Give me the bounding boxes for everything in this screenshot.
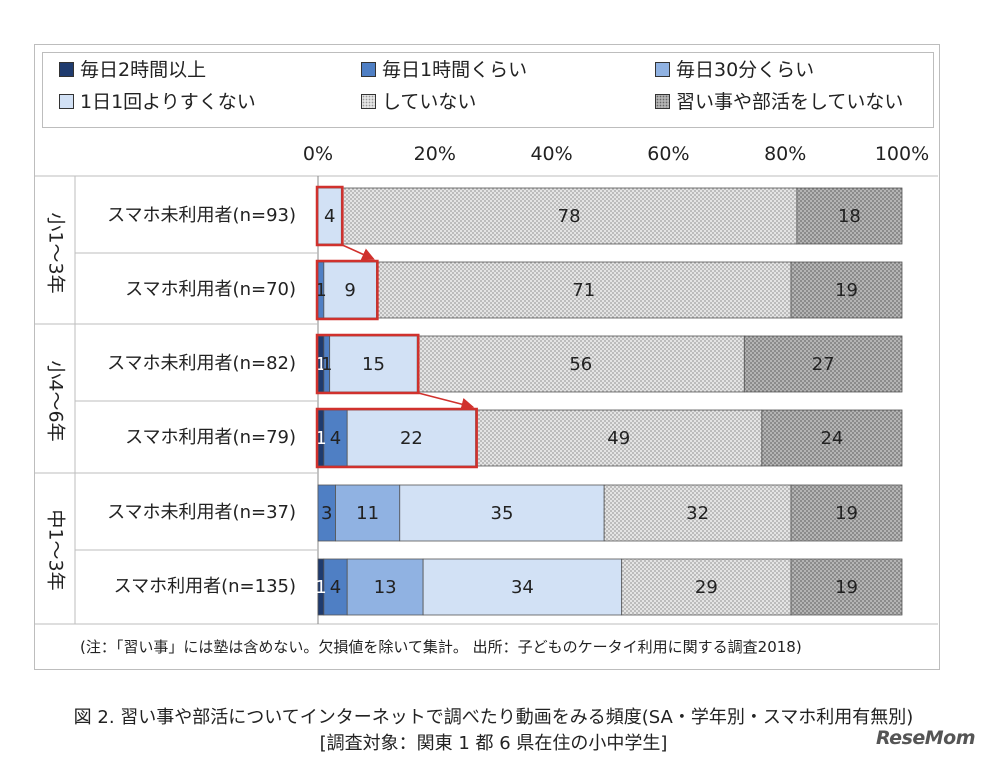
group-label: 中1～3年	[45, 509, 67, 590]
legend-swatch	[361, 94, 376, 109]
legend-swatch	[59, 62, 74, 77]
bar-segment	[796, 187, 903, 245]
bar-segment	[743, 335, 903, 393]
data-label: 18	[838, 206, 861, 227]
footnote: (注：「習い事」には塾は含めない。欠損値を除いて集計。 出所：子どものケータイ利…	[80, 638, 802, 656]
data-label: 1	[321, 354, 332, 375]
category-label: スマホ利用者(n=70)	[125, 279, 296, 300]
resemom-logo: ReseMom	[876, 727, 976, 749]
legend-swatch	[361, 62, 376, 77]
x-tick-label: 20%	[414, 143, 456, 165]
x-tick-label: 60%	[647, 143, 689, 165]
x-tick-label: 80%	[764, 143, 806, 165]
highlight-arrow	[418, 392, 475, 411]
data-label: 35	[491, 503, 514, 524]
data-label: 19	[835, 577, 858, 598]
data-label: 1	[315, 280, 326, 301]
legend-item: 1日1回よりすくない	[59, 91, 256, 113]
data-label: 9	[344, 280, 355, 301]
category-label: スマホ利用者(n=135)	[114, 576, 296, 597]
data-label: 22	[400, 428, 423, 449]
data-label: 27	[812, 354, 835, 375]
data-label: 78	[558, 206, 581, 227]
highlight-box	[315, 259, 379, 321]
data-label: 19	[835, 280, 858, 301]
legend-item: していない	[361, 91, 476, 113]
highlight-box	[315, 333, 420, 395]
bar-segment	[761, 409, 903, 467]
bar-segment	[335, 484, 401, 542]
data-label: 4	[330, 577, 341, 598]
data-label: 13	[374, 577, 397, 598]
bar-segment	[340, 187, 798, 245]
legend-label: 1日1回よりすくない	[80, 91, 256, 113]
bar-segment	[790, 261, 903, 319]
data-label: 3	[321, 503, 332, 524]
data-label: 34	[511, 577, 534, 598]
data-label: 32	[686, 503, 709, 524]
data-label: 29	[695, 577, 718, 598]
bar-segment	[790, 484, 903, 542]
category-label: スマホ未利用者(n=37)	[107, 502, 296, 523]
legend-label: 毎日30分くらい	[676, 59, 815, 81]
category-label: スマホ未利用者(n=82)	[107, 353, 296, 374]
data-label: 19	[835, 503, 858, 524]
bar-segment	[603, 484, 792, 542]
category-label: スマホ未利用者(n=93)	[107, 205, 296, 226]
legend: 毎日2時間以上 毎日1時間くらい 毎日30分くらい 1日1回よりすくない していない 習い…	[42, 52, 934, 128]
bar-segment	[399, 484, 605, 542]
data-label: 71	[572, 280, 595, 301]
data-label: 24	[820, 428, 843, 449]
legend-swatch	[59, 94, 74, 109]
bar-segment	[475, 409, 763, 467]
legend-item: 毎日1時間くらい	[361, 59, 527, 81]
x-tick-label: 40%	[530, 143, 572, 165]
legend-item: 習い事や部活をしていない	[655, 91, 903, 113]
highlight-box	[315, 407, 478, 469]
bar-segment	[323, 261, 377, 319]
highlight-box	[315, 185, 344, 247]
legend-label: 習い事や部活をしていない	[676, 91, 904, 113]
data-label: 4	[330, 428, 341, 449]
data-label: 15	[362, 354, 385, 375]
group-label: 小1～3年	[45, 212, 67, 293]
bar-segment	[416, 335, 745, 393]
figure-caption: 図 2. 習い事や部活についてインターネットで調べたり動画をみる頻度(SA・学年…	[73, 707, 914, 728]
data-label: 4	[324, 206, 335, 227]
legend-label: 毎日2時間以上	[80, 59, 207, 81]
data-label: 1	[315, 354, 326, 375]
data-label: 49	[607, 428, 630, 449]
legend-swatch	[655, 62, 670, 77]
x-tick-label: 0%	[303, 143, 333, 165]
legend-item: 毎日2時間以上	[59, 59, 206, 81]
x-tick-label: 100%	[875, 143, 929, 165]
data-label: 1	[315, 577, 326, 598]
bar-segment	[329, 335, 418, 393]
bar-segment	[790, 558, 903, 616]
bar-segment	[346, 409, 477, 467]
legend-item: 毎日30分くらい	[655, 59, 814, 81]
legend-label: 毎日1時間くらい	[382, 59, 528, 81]
bar-segment	[621, 558, 792, 616]
legend-swatch	[655, 94, 670, 109]
data-label: 1	[315, 428, 326, 449]
data-label: 11	[356, 503, 379, 524]
data-label: 56	[569, 354, 592, 375]
category-label: スマホ利用者(n=79)	[125, 427, 296, 448]
legend-label: していない	[382, 91, 477, 113]
highlight-arrow	[342, 244, 375, 261]
group-label: 小4～6年	[45, 360, 67, 441]
figure-subcaption: [調査対象：関東 1 都 6 県在住の小中学生]	[319, 733, 668, 754]
